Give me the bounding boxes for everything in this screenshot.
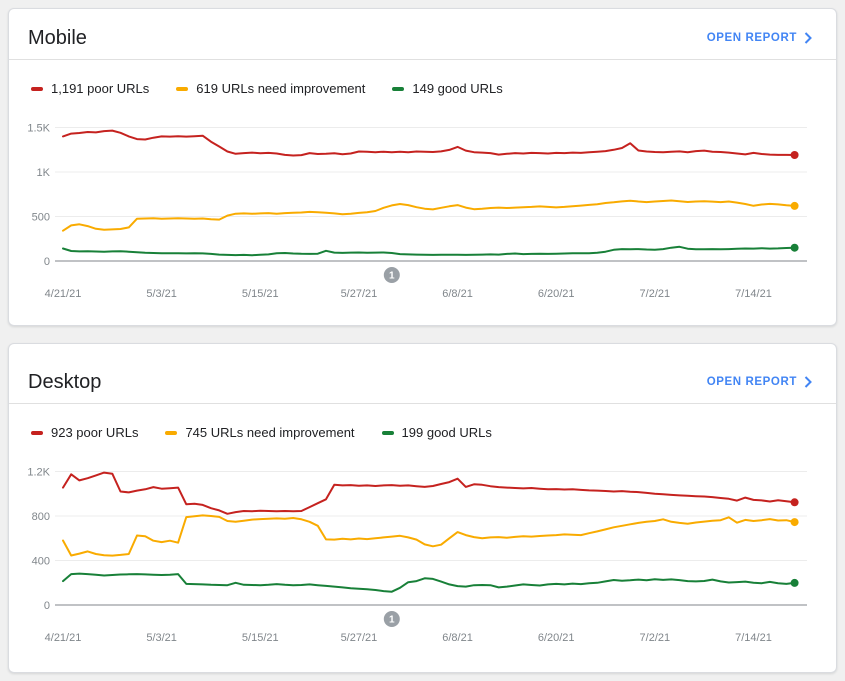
legend-label: 199 good URLs — [401, 425, 492, 440]
x-axis-tick-label: 6/20/21 — [538, 632, 575, 644]
y-axis-tick-label: 0 — [44, 256, 50, 268]
legend-item-need-improvement: 619 URLs need improvement — [176, 81, 365, 96]
chevron-right-icon — [804, 32, 812, 44]
annotation-marker-label: 1 — [389, 615, 395, 626]
mobile-line-chart[interactable]: 0 500 1K 1.5K 4/21/21 5/3/21 5/15/21 5/27/21 6/8… — [9, 111, 836, 303]
desktop-card: Desktop OPEN REPORT 923 poor URLs 745 UR… — [8, 343, 837, 673]
header-divider — [9, 59, 836, 60]
x-axis-tick-label: 6/8/21 — [442, 632, 473, 644]
x-axis-tick-label: 5/27/21 — [341, 632, 378, 644]
legend-label: 149 good URLs — [412, 81, 503, 96]
legend-item-good: 149 good URLs — [392, 81, 503, 96]
legend: 923 poor URLs 745 URLs need improvement … — [9, 425, 836, 440]
need-improvement-swatch-icon — [176, 86, 189, 91]
series-end-dot — [790, 498, 799, 507]
x-axis-tick-label: 7/14/21 — [735, 288, 772, 300]
annotation-marker-label: 1 — [389, 271, 395, 282]
chevron-right-icon — [804, 376, 812, 388]
urls-need-improvement-line — [62, 514, 796, 557]
x-axis-tick-label: 7/2/21 — [640, 632, 671, 644]
series-end-dot — [790, 243, 799, 252]
legend-item-poor: 1,191 poor URLs — [31, 81, 149, 96]
series-end-dot — [790, 201, 799, 210]
annotation-marker[interactable] — [383, 267, 400, 283]
x-axis-tick-label: 5/3/21 — [146, 632, 177, 644]
y-axis-tick-label: 0 — [44, 600, 50, 612]
x-axis-tick-label: 4/21/21 — [45, 632, 82, 644]
legend-label: 745 URLs need improvement — [185, 425, 355, 440]
open-report-label: OPEN REPORT — [706, 376, 797, 388]
urls-need-improvement-line — [62, 199, 796, 232]
desktop-chart-canvas: 0 400 800 1.2K 4/21/21 5/3/21 5/15/21 5/27/21 6/… — [27, 467, 807, 644]
y-axis-tick-label: 400 — [32, 556, 50, 568]
open-report-link[interactable]: OPEN REPORT — [707, 24, 812, 52]
good-urls-line — [62, 572, 796, 593]
legend-label: 1,191 poor URLs — [51, 81, 150, 96]
y-axis-tick-label: 1.5K — [27, 123, 50, 135]
poor-urls-line — [62, 129, 796, 157]
series-end-dot — [790, 578, 799, 587]
desktop-card-header: Desktop OPEN REPORT — [9, 344, 836, 396]
good-urls-line — [62, 245, 796, 257]
y-axis-tick-label: 1.2K — [27, 467, 50, 479]
y-axis-tick-label: 500 — [32, 212, 50, 224]
good-urls-swatch-icon — [381, 430, 394, 435]
series-end-dot — [790, 151, 799, 159]
legend-item-need-improvement: 745 URLs need improvement — [165, 425, 355, 440]
legend-item-poor: 923 poor URLs — [31, 425, 138, 440]
x-axis-tick-label: 5/27/21 — [341, 288, 378, 300]
need-improvement-swatch-icon — [165, 430, 178, 435]
poor-urls-swatch-icon — [31, 86, 43, 91]
x-axis-tick-label: 5/3/21 — [146, 288, 177, 300]
page-title: Mobile — [28, 27, 87, 49]
mobile-card-header: Mobile OPEN REPORT — [9, 9, 836, 52]
open-report-link[interactable]: OPEN REPORT — [707, 368, 812, 396]
header-divider — [9, 403, 836, 404]
mobile-chart-canvas: 0 500 1K 1.5K 4/21/21 5/3/21 5/15/21 5/27/21 6/8… — [27, 123, 807, 300]
legend-item-good: 199 good URLs — [381, 425, 492, 440]
legend-label: 619 URLs need improvement — [196, 81, 366, 96]
legend-label: 923 poor URLs — [51, 425, 139, 440]
x-axis-tick-label: 6/8/21 — [442, 288, 473, 300]
x-axis-tick-label: 7/14/21 — [735, 632, 772, 644]
y-axis-tick-label: 1K — [37, 167, 51, 179]
open-report-label: OPEN REPORT — [706, 32, 797, 44]
page-title: Desktop — [28, 371, 102, 393]
x-axis-tick-label: 5/15/21 — [242, 632, 279, 644]
x-axis-tick-label: 4/21/21 — [45, 288, 82, 300]
annotation-marker[interactable] — [383, 611, 400, 627]
good-urls-swatch-icon — [392, 86, 405, 91]
x-axis-tick-label: 7/2/21 — [640, 288, 671, 300]
desktop-line-chart[interactable]: 0 400 800 1.2K 4/21/21 5/3/21 5/15/21 5/27/21 6/… — [9, 455, 836, 647]
series-end-dot — [790, 518, 799, 527]
poor-urls-line — [62, 471, 796, 515]
y-axis-tick-label: 800 — [32, 511, 50, 523]
legend: 1,191 poor URLs 619 URLs need improvemen… — [9, 81, 836, 96]
x-axis-tick-label: 5/15/21 — [242, 288, 279, 300]
poor-urls-swatch-icon — [31, 430, 43, 435]
mobile-card: Mobile OPEN REPORT 1,191 poor URLs 619 U… — [8, 8, 837, 326]
x-axis-tick-label: 6/20/21 — [538, 288, 575, 300]
